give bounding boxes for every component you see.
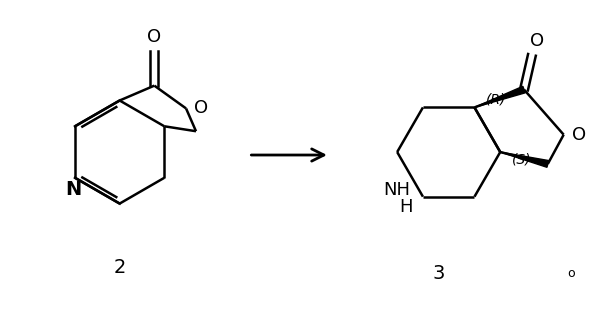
Polygon shape bbox=[474, 86, 525, 107]
Text: O: O bbox=[194, 100, 208, 117]
Polygon shape bbox=[500, 152, 548, 167]
Text: O: O bbox=[573, 126, 587, 144]
Text: O: O bbox=[147, 28, 161, 46]
Text: o: o bbox=[567, 267, 575, 280]
Text: N: N bbox=[65, 180, 81, 199]
Text: 3: 3 bbox=[433, 264, 445, 284]
Text: H: H bbox=[399, 198, 413, 216]
Text: O: O bbox=[530, 32, 544, 50]
Text: NH: NH bbox=[384, 181, 410, 199]
Text: (S): (S) bbox=[512, 153, 531, 167]
Text: (R): (R) bbox=[486, 92, 506, 106]
Text: 2: 2 bbox=[114, 258, 126, 276]
